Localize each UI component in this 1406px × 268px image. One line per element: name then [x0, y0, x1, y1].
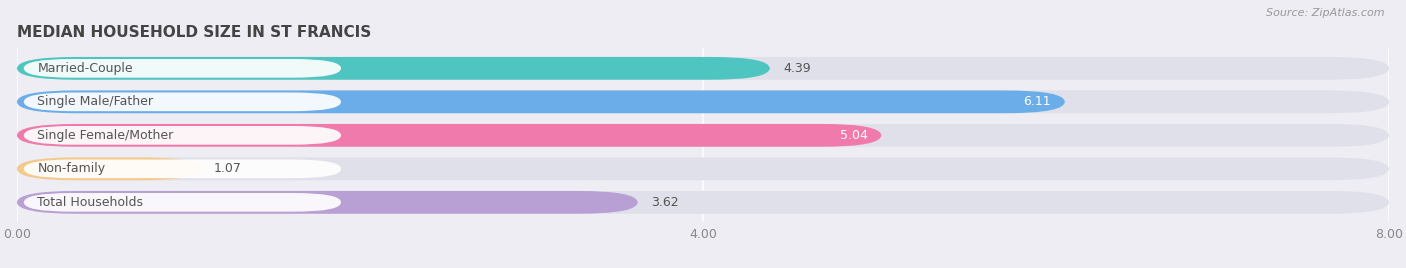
Text: Single Female/Mother: Single Female/Mother [38, 129, 174, 142]
Text: Married-Couple: Married-Couple [38, 62, 134, 75]
Text: 1.07: 1.07 [214, 162, 242, 175]
FancyBboxPatch shape [24, 193, 342, 212]
FancyBboxPatch shape [17, 57, 1389, 80]
FancyBboxPatch shape [17, 191, 1389, 214]
FancyBboxPatch shape [17, 57, 770, 80]
FancyBboxPatch shape [17, 124, 1389, 147]
Text: MEDIAN HOUSEHOLD SIZE IN ST FRANCIS: MEDIAN HOUSEHOLD SIZE IN ST FRANCIS [17, 25, 371, 40]
Text: 6.11: 6.11 [1024, 95, 1052, 108]
Text: Total Households: Total Households [38, 196, 143, 209]
Text: Non-family: Non-family [38, 162, 105, 175]
Text: Single Male/Father: Single Male/Father [38, 95, 153, 108]
FancyBboxPatch shape [17, 124, 882, 147]
FancyBboxPatch shape [24, 59, 342, 78]
FancyBboxPatch shape [24, 126, 342, 145]
Text: 4.39: 4.39 [783, 62, 811, 75]
FancyBboxPatch shape [17, 191, 638, 214]
FancyBboxPatch shape [17, 90, 1389, 113]
FancyBboxPatch shape [24, 159, 342, 178]
FancyBboxPatch shape [17, 157, 201, 180]
FancyBboxPatch shape [17, 157, 1389, 180]
Text: Source: ZipAtlas.com: Source: ZipAtlas.com [1267, 8, 1385, 18]
Text: 5.04: 5.04 [839, 129, 868, 142]
Text: 3.62: 3.62 [651, 196, 679, 209]
FancyBboxPatch shape [17, 90, 1064, 113]
FancyBboxPatch shape [24, 92, 342, 111]
